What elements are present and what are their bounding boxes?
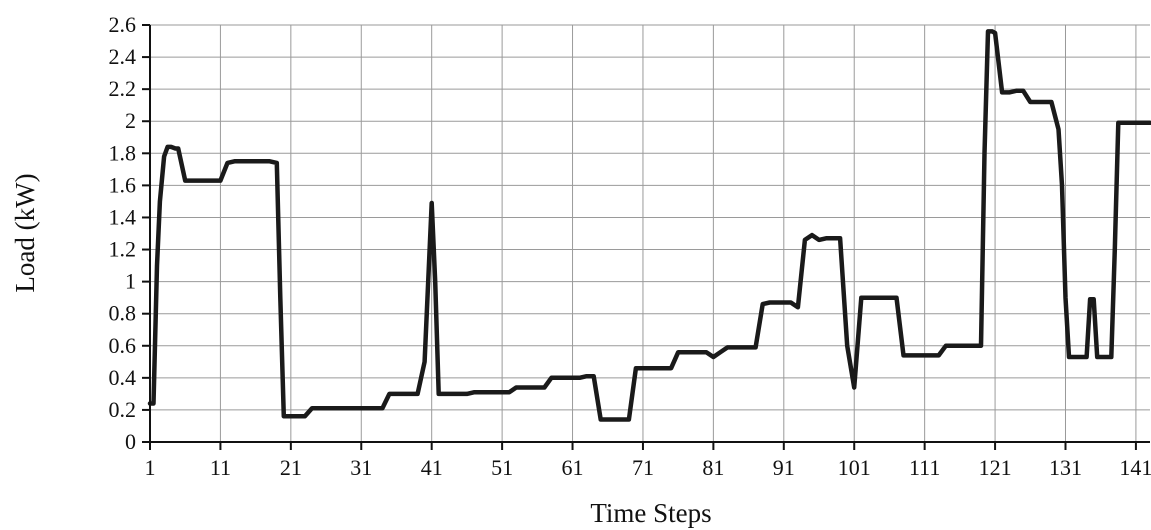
y-tick-label: 1.4	[109, 204, 137, 229]
x-tick-label: 1	[145, 455, 156, 480]
x-axis-ticks: 1 11 21 31 41 51 61 71 81 91 101 111 121 131 141	[145, 442, 1151, 480]
x-tick-label: 131	[1049, 455, 1082, 480]
x-tick-label: 141	[1119, 455, 1151, 480]
y-tick-label: 2.4	[109, 44, 137, 69]
y-tick-label: 0	[125, 429, 136, 454]
x-tick-label: 91	[773, 455, 795, 480]
y-tick-label: 1.2	[109, 237, 137, 262]
y-tick-label: 0.2	[109, 397, 137, 422]
x-tick-label: 121	[979, 455, 1012, 480]
x-tick-label: 71	[632, 455, 654, 480]
y-tick-label: 1.6	[109, 172, 137, 197]
y-tick-label: 0.6	[109, 333, 137, 358]
x-tick-label: 21	[280, 455, 302, 480]
y-tick-label: 2	[125, 108, 136, 133]
x-tick-label: 41	[421, 455, 443, 480]
x-tick-label: 101	[838, 455, 871, 480]
x-tick-label: 81	[702, 455, 724, 480]
y-axis-ticks: 0 0.2 0.4 0.6 0.8 1 1.2 1.4 1.6 1.8 2 2.2 2.4 2.6	[109, 12, 150, 454]
y-tick-label: 1.8	[109, 140, 137, 165]
grid-lines	[150, 24, 1150, 442]
y-tick-label: 2.2	[109, 76, 137, 101]
x-tick-label: 11	[210, 455, 231, 480]
y-axis-label: Load (kW)	[10, 173, 40, 292]
x-axis-label: Time Steps	[590, 498, 711, 528]
y-tick-label: 0.8	[109, 301, 137, 326]
y-tick-label: 2.6	[109, 12, 137, 37]
load-series-line	[147, 29, 1151, 422]
y-tick-label: 1	[125, 269, 136, 294]
x-tick-label: 51	[491, 455, 513, 480]
y-tick-label: 0.4	[109, 365, 137, 390]
x-tick-label: 61	[562, 455, 584, 480]
x-tick-label: 111	[909, 455, 940, 480]
x-tick-label: 31	[350, 455, 372, 480]
